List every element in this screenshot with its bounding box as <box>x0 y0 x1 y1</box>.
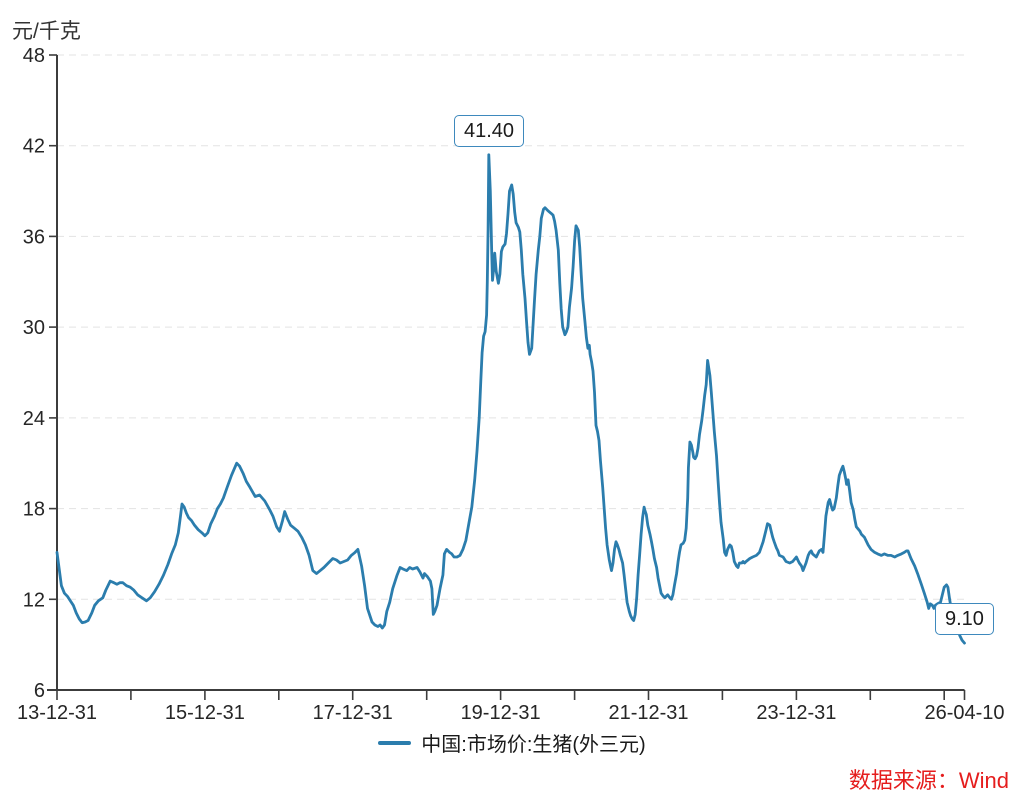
y-tick-label: 12 <box>23 589 45 611</box>
y-tick-label: 24 <box>23 408 45 430</box>
y-axis-unit-label: 元/千克 <box>12 20 81 43</box>
x-tick-label: 23-12-31 <box>756 702 836 724</box>
x-tick-label: 19-12-31 <box>461 702 541 724</box>
x-tick-label: 21-12-31 <box>608 702 688 724</box>
annotation-peak-text: 41.40 <box>464 120 515 142</box>
data-source-label: 数据来源：Wind <box>848 768 1009 793</box>
price-series-line <box>55 153 966 645</box>
y-tick-label: 42 <box>23 136 45 158</box>
y-tick-label: 48 <box>23 45 45 67</box>
x-tick-label: 13-12-31 <box>17 702 97 724</box>
x-tick-label: 26-04-10 <box>924 702 1004 724</box>
legend-label: 中国:市场价:生猪(外三元) <box>421 734 646 756</box>
x-tick-label: 15-12-31 <box>165 702 245 724</box>
legend: 中国:市场价:生猪(外三元) <box>0 728 1024 757</box>
y-tick-label: 36 <box>23 226 45 248</box>
y-tick-label: 30 <box>23 317 45 339</box>
legend-line-swatch <box>378 740 412 745</box>
y-tick-label: 18 <box>23 499 45 521</box>
annotation-latest-text: 9.10 <box>945 608 984 630</box>
y-tick-label: 6 <box>34 680 45 702</box>
x-tick-label: 17-12-31 <box>313 702 393 724</box>
annotation-latest-value: 9.10 <box>935 603 994 635</box>
annotation-peak-value: 41.40 <box>454 115 525 147</box>
